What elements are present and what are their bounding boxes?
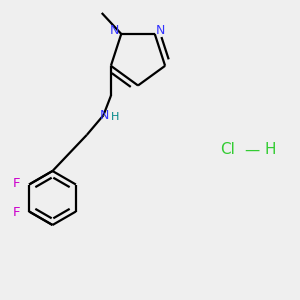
Text: N: N (155, 24, 165, 37)
Text: Cl: Cl (220, 142, 236, 158)
Text: N: N (110, 24, 119, 37)
Text: H: H (111, 112, 119, 122)
Text: H: H (264, 142, 276, 158)
Text: N: N (100, 109, 110, 122)
Text: F: F (13, 177, 20, 190)
Text: F: F (13, 206, 20, 219)
Text: —: — (244, 142, 260, 158)
